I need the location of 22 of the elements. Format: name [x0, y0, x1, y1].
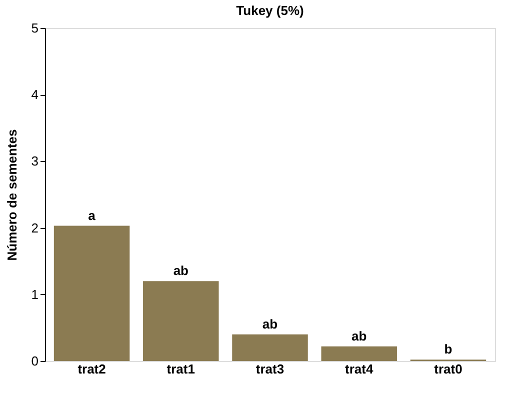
y-tick-label: 3: [31, 154, 38, 169]
y-tick-label: 2: [31, 220, 38, 236]
bar: [232, 334, 308, 361]
y-axis-title: Número de sementes: [4, 129, 20, 261]
annotation: a: [88, 208, 96, 223]
bar: [54, 226, 130, 361]
y-tick-label: 1: [31, 286, 38, 302]
x-tick-label: trat4: [345, 362, 374, 376]
chart-title: Tukey (5%): [236, 3, 304, 18]
bar: [321, 346, 397, 361]
bar: [143, 281, 219, 361]
x-tick-label: trat1: [166, 362, 195, 376]
x-tick-label: trat0: [434, 362, 462, 376]
annotation: ab: [173, 263, 189, 278]
y-tick-label: 0: [31, 354, 38, 368]
x-tick-label: trat2: [78, 362, 106, 376]
y-tick-label: 4: [31, 87, 38, 102]
annotation: b: [444, 342, 452, 357]
annotation: ab: [352, 328, 367, 344]
y-tick-label: 5: [31, 20, 38, 36]
annotation: ab: [262, 316, 278, 332]
x-tick-label: trat3: [256, 362, 284, 376]
